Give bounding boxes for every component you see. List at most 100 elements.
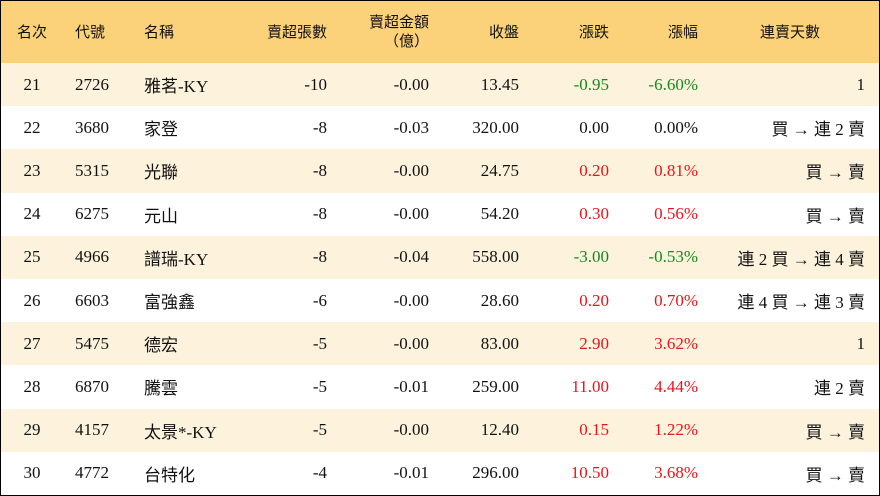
- table-cell: -0.03: [331, 106, 431, 150]
- table-cell: 0.30: [521, 192, 611, 236]
- table-cell: 26: [1, 278, 63, 323]
- table-row: 28 6870 騰雲 -5 -0.01 259.00 11.00 4.44% 連 2 賣: [1, 365, 879, 409]
- table-cell: -3.00: [521, 235, 611, 279]
- table-cell: 0.00%: [611, 106, 701, 150]
- table-cell: 22: [1, 106, 63, 150]
- header-cell: 連賣天數: [701, 1, 879, 63]
- table-cell: 6275: [63, 192, 131, 236]
- table-cell: 296.00: [431, 451, 521, 495]
- table-cell: 6870: [63, 365, 131, 409]
- table-cell: -8: [236, 235, 331, 279]
- table-cell: -6: [236, 278, 331, 323]
- table-row: 24 6275 元山 -8 -0.00 54.20 0.30 0.56% 買 → 賣: [1, 192, 879, 236]
- table-row: 29 4157 太景*-KY -5 -0.00 12.40 0.15 1.22% 買 → 賣: [1, 408, 879, 452]
- table-cell: 21: [1, 63, 63, 107]
- table-cell: -0.04: [331, 235, 431, 279]
- table-cell: 元山: [131, 192, 236, 236]
- table-cell: 買 → 賣: [701, 149, 879, 193]
- table-cell: 4157: [63, 408, 131, 452]
- table-cell: 558.00: [431, 235, 521, 279]
- table-cell: 24: [1, 192, 63, 236]
- table-cell: 12.40: [431, 408, 521, 452]
- table-cell: 譜瑞-KY: [131, 235, 236, 279]
- table-cell: 23: [1, 149, 63, 193]
- table-cell: 4.44%: [611, 365, 701, 409]
- table-cell: 3.68%: [611, 451, 701, 495]
- table-cell: -0.01: [331, 451, 431, 495]
- table-cell: -6.60%: [611, 63, 701, 107]
- table-cell: -8: [236, 149, 331, 193]
- table-cell: 買 → 賣: [701, 451, 879, 495]
- table-cell: 德宏: [131, 322, 236, 366]
- table-cell: -0.95: [521, 63, 611, 107]
- table-cell: 4966: [63, 235, 131, 279]
- header-cell: 賣超張數: [236, 1, 331, 63]
- header-cell: 漲跌: [521, 1, 611, 63]
- table-row: 23 5315 光聯 -8 -0.00 24.75 0.20 0.81% 買 → 賣: [1, 149, 879, 193]
- table-cell: 0.56%: [611, 192, 701, 236]
- table-cell: 4772: [63, 451, 131, 495]
- table-cell: 2.90: [521, 322, 611, 366]
- table-cell: 富強鑫: [131, 278, 236, 323]
- table-cell: -4: [236, 451, 331, 495]
- table-cell: 28: [1, 365, 63, 409]
- table-cell: 1.22%: [611, 408, 701, 452]
- table-cell: -0.53%: [611, 235, 701, 279]
- table-cell: 83.00: [431, 322, 521, 366]
- table-cell: 1: [701, 322, 879, 366]
- table-body: 21 2726 雅茗-KY -10 -0.00 13.45 -0.95 -6.60% 1 22 36…: [1, 63, 879, 495]
- table-cell: 11.00: [521, 365, 611, 409]
- table-cell: 29: [1, 408, 63, 452]
- table-cell: 28.60: [431, 278, 521, 323]
- table-cell: -5: [236, 322, 331, 366]
- table-cell: 6603: [63, 278, 131, 323]
- table-cell: 3.62%: [611, 322, 701, 366]
- table-cell: 台特化: [131, 451, 236, 495]
- table-cell: 家登: [131, 106, 236, 150]
- table-cell: 0.20: [521, 149, 611, 193]
- table-cell: 騰雲: [131, 365, 236, 409]
- header-cell: 名稱: [131, 1, 236, 63]
- table-cell: 買 → 賣: [701, 192, 879, 236]
- table-cell: 27: [1, 322, 63, 366]
- table-cell: -0.00: [331, 63, 431, 107]
- table-cell: 3680: [63, 106, 131, 150]
- table-cell: 25: [1, 235, 63, 279]
- table-row: 21 2726 雅茗-KY -10 -0.00 13.45 -0.95 -6.60% 1: [1, 63, 879, 107]
- table-cell: -5: [236, 408, 331, 452]
- table-cell: 太景*-KY: [131, 408, 236, 452]
- header-cell: 賣超金額 （億）: [331, 1, 431, 63]
- table-cell: 連 4 買 → 連 3 賣: [701, 278, 879, 323]
- table-cell: 1: [701, 63, 879, 107]
- table-row: 22 3680 家登 -8 -0.03 320.00 0.00 0.00% 買 → 連 2 賣: [1, 106, 879, 150]
- table-cell: 320.00: [431, 106, 521, 150]
- table-cell: 0.00: [521, 106, 611, 150]
- table-cell: 5315: [63, 149, 131, 193]
- table-row: 25 4966 譜瑞-KY -8 -0.04 558.00 -3.00 -0.53% 連 2 買…: [1, 235, 879, 279]
- table-cell: 54.20: [431, 192, 521, 236]
- table-cell: 0.81%: [611, 149, 701, 193]
- table-cell: -8: [236, 192, 331, 236]
- table-cell: -5: [236, 365, 331, 409]
- header-cell: 漲幅: [611, 1, 701, 63]
- table-cell: 買 → 連 2 賣: [701, 106, 879, 150]
- table-cell: -0.00: [331, 192, 431, 236]
- table-cell: -0.00: [331, 149, 431, 193]
- table-cell: 0.15: [521, 408, 611, 452]
- table-cell: -0.00: [331, 322, 431, 366]
- table-cell: -0.00: [331, 408, 431, 452]
- table-row: 27 5475 德宏 -5 -0.00 83.00 2.90 3.62% 1: [1, 322, 879, 366]
- table-cell: 5475: [63, 322, 131, 366]
- table-row: 30 4772 台特化 -4 -0.01 296.00 10.50 3.68% 買 → 賣: [1, 451, 879, 495]
- table-cell: 30: [1, 451, 63, 495]
- table-cell: -0.00: [331, 278, 431, 323]
- table-cell: -8: [236, 106, 331, 150]
- header-row: 名次 代號 名稱 賣超張數 賣超金額 （億） 收盤 漲跌 漲幅 連賣天數: [1, 1, 879, 63]
- table-cell: 0.70%: [611, 278, 701, 323]
- table-cell: 0.20: [521, 278, 611, 323]
- table-cell: 259.00: [431, 365, 521, 409]
- table-cell: 買 → 賣: [701, 408, 879, 452]
- table-cell: 連 2 買 → 連 4 賣: [701, 235, 879, 279]
